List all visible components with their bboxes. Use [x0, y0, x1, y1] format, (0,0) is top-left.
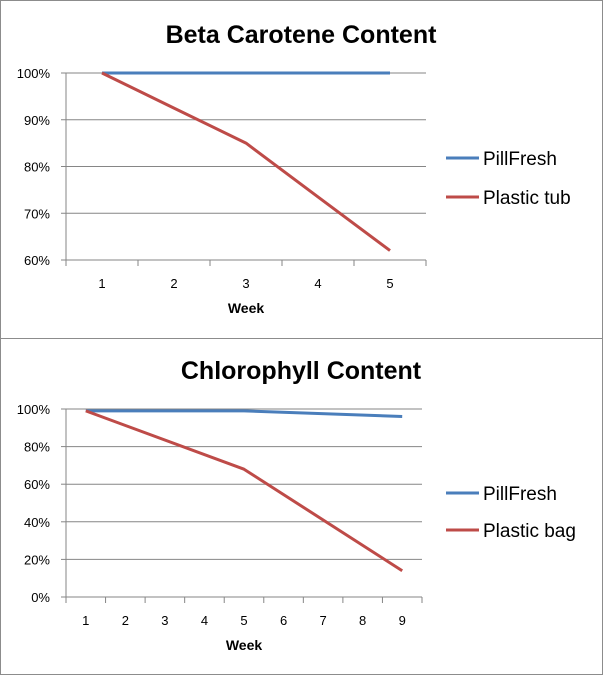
- x-tick-label: 9: [399, 613, 406, 628]
- beta-series-line-1: [101, 71, 391, 252]
- x-tick-label: 5: [386, 276, 393, 291]
- chlorophyll-chart-panel: Chlorophyll Content 100% 80% 60% 40% 20% 0% 1 2 3…: [1, 339, 602, 674]
- x-tick-label: 2: [122, 613, 129, 628]
- x-tick-label: 4: [201, 613, 208, 628]
- y-tick-label: 40%: [24, 515, 50, 530]
- chlorophyll-chart: Chlorophyll Content 100% 80% 60% 40% 20% 0% 1 2 3…: [17, 357, 576, 653]
- x-axis-title: Week: [228, 300, 265, 316]
- y-tick-label: 70%: [24, 206, 50, 221]
- x-tick-label: 3: [161, 613, 168, 628]
- beta-carotene-chart-panel: Beta Carotene Content 100% 90% 80% 70% 60% 1 2 3…: [1, 1, 602, 339]
- y-tick-label: 20%: [24, 552, 50, 567]
- legend-label: PillFresh: [483, 149, 557, 170]
- y-tick-label: 60%: [24, 477, 50, 492]
- y-tick-label: 80%: [24, 440, 50, 455]
- chloro-series-line-0: [85, 409, 403, 418]
- chart-title: Beta Carotene Content: [166, 21, 438, 49]
- y-tick-label: 60%: [24, 253, 50, 268]
- legend-label: PillFresh: [483, 484, 557, 505]
- y-tick-label: 90%: [24, 113, 50, 128]
- y-tick-label: 100%: [17, 402, 51, 417]
- beta-carotene-chart: Beta Carotene Content 100% 90% 80% 70% 60% 1 2 3…: [17, 21, 571, 316]
- x-tick-label: 4: [314, 276, 321, 291]
- x-tick-label: 1: [98, 276, 105, 291]
- legend-label: Plastic tub: [483, 188, 571, 209]
- x-tick-label: 8: [359, 613, 366, 628]
- chloro-series-line-1: [85, 409, 404, 572]
- x-tick-label: 6: [280, 613, 287, 628]
- x-tick-label: 5: [240, 613, 247, 628]
- y-tick-label: 100%: [17, 66, 51, 81]
- x-tick-label: 1: [82, 613, 89, 628]
- x-axis-title: Week: [226, 637, 263, 653]
- y-tick-label: 0%: [31, 590, 50, 605]
- legend-label: Plastic bag: [483, 521, 576, 542]
- x-tick-label: 2: [170, 276, 177, 291]
- x-tick-label: 3: [242, 276, 249, 291]
- chart-title: Chlorophyll Content: [181, 357, 422, 385]
- x-tick-label: 7: [319, 613, 326, 628]
- y-tick-label: 80%: [24, 160, 50, 175]
